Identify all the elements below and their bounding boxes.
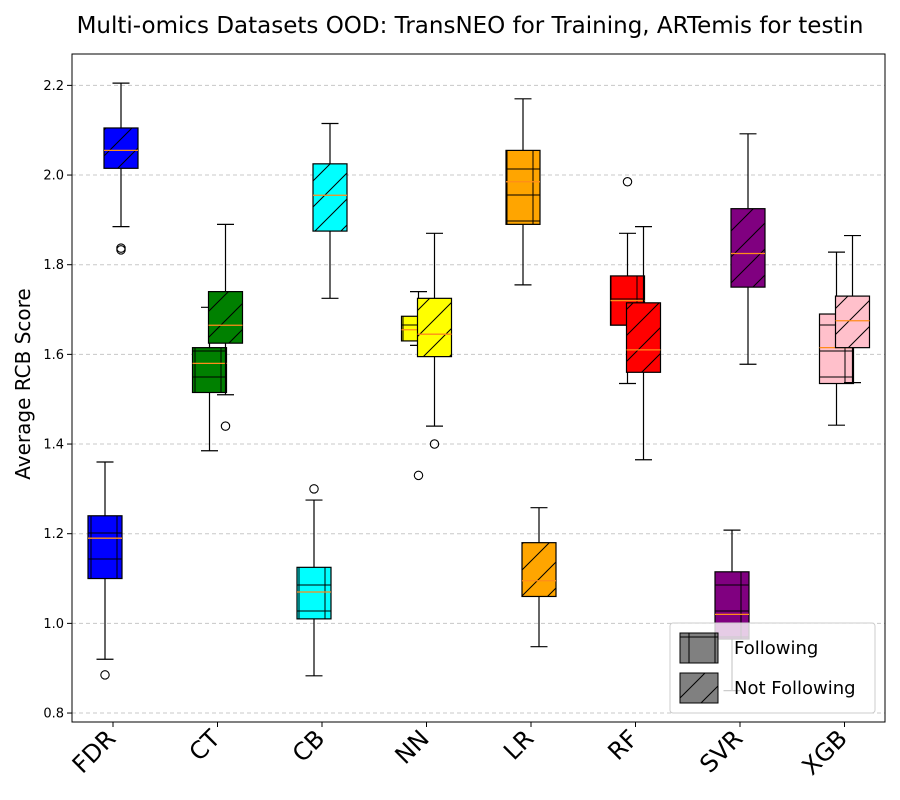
x-tick-label-ct: CT bbox=[184, 724, 226, 766]
boxes bbox=[87, 82, 871, 692]
y-tick-label: 2.2 bbox=[43, 79, 64, 94]
y-tick-label: 1.6 bbox=[43, 348, 64, 363]
box-body bbox=[312, 163, 348, 232]
outlier-point bbox=[220, 421, 231, 431]
grid-lines bbox=[72, 84, 885, 714]
x-tick-label-nn: NN bbox=[390, 724, 435, 769]
box-body bbox=[191, 347, 228, 394]
box-body bbox=[296, 566, 332, 620]
y-axis-label: Average RCB Score bbox=[11, 288, 35, 479]
box-nn-not-following bbox=[416, 232, 453, 449]
box-body bbox=[834, 295, 871, 349]
y-tick-label: 1.2 bbox=[43, 527, 64, 542]
x-tick-label-xgb: XGB bbox=[797, 724, 853, 780]
legend-label-not-following: Not Following bbox=[734, 678, 856, 699]
outlier-point bbox=[429, 439, 440, 449]
y-tick-label: 2.0 bbox=[43, 169, 64, 184]
x-tick-label-lr: LR bbox=[498, 724, 539, 765]
y-tick-label: 1.4 bbox=[43, 438, 64, 453]
box-xgb-not-following bbox=[834, 234, 871, 384]
legend-label-following: Following bbox=[734, 638, 818, 659]
x-tick-label-fdr: FDR bbox=[67, 724, 121, 778]
outlier-point bbox=[309, 484, 319, 494]
box-body bbox=[207, 291, 244, 344]
box-cb-not-following bbox=[312, 122, 348, 299]
box-rf-not-following bbox=[625, 226, 662, 461]
box-body bbox=[416, 297, 453, 358]
box-body bbox=[505, 149, 541, 225]
x-tick-label-svr: SVR bbox=[694, 724, 748, 778]
box-lr-following bbox=[505, 98, 541, 286]
box-ct-following bbox=[191, 306, 228, 452]
x-tick-label-rf: RF bbox=[602, 724, 643, 765]
box-lr-not-following bbox=[521, 507, 557, 648]
box-body bbox=[103, 127, 139, 169]
box-ct-not-following bbox=[207, 223, 244, 431]
outlier-point bbox=[413, 470, 424, 481]
box-fdr-not-following bbox=[103, 82, 139, 255]
box-svr-not-following bbox=[730, 133, 766, 365]
legend: Following Not Following bbox=[669, 622, 876, 714]
outlier-point bbox=[100, 670, 110, 680]
outlier-point bbox=[116, 243, 126, 253]
outlier-point bbox=[622, 177, 633, 187]
y-tick-label: 0.8 bbox=[43, 707, 64, 722]
box-body bbox=[730, 208, 766, 288]
chart-title: Multi-omics Datasets OOD: TransNEO for T… bbox=[77, 13, 864, 39]
plot-area-frame bbox=[71, 53, 886, 723]
box-body bbox=[625, 302, 662, 373]
x-tick-label-cb: CB bbox=[287, 724, 330, 767]
box-cb-following bbox=[296, 484, 332, 677]
legend-swatch-not-following bbox=[679, 672, 719, 704]
box-body bbox=[521, 542, 557, 598]
y-tick-label: 1.8 bbox=[43, 258, 64, 273]
legend-swatch-following bbox=[679, 632, 719, 664]
legend-frame bbox=[669, 622, 876, 714]
box-body bbox=[87, 515, 123, 580]
box-fdr-following bbox=[87, 461, 123, 680]
y-tick-label: 1.0 bbox=[43, 617, 64, 632]
